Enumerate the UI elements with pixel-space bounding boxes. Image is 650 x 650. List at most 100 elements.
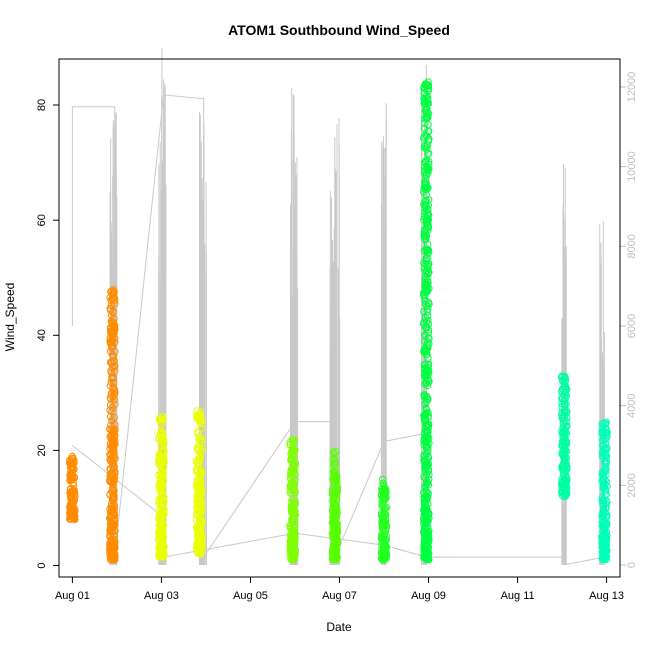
data-point: [420, 456, 428, 465]
data-point: [328, 518, 337, 527]
data-point: [106, 412, 115, 421]
data-point: [378, 534, 387, 543]
x-tick-label: Aug 13: [589, 590, 624, 602]
data-point: [379, 475, 387, 484]
data-point: [109, 307, 117, 315]
data-point: [108, 295, 116, 303]
data-point: [197, 486, 206, 494]
data-point: [106, 532, 114, 540]
data-point: [379, 511, 387, 519]
data-point: [160, 458, 168, 466]
data-point: [68, 475, 77, 483]
data-point: [333, 487, 341, 495]
data-point: [381, 525, 389, 534]
data-point: [421, 346, 429, 354]
data-point: [155, 457, 163, 465]
data-point: [424, 536, 433, 545]
data-point: [331, 489, 339, 498]
data-point: [329, 545, 337, 553]
y-right-tick-label: 4000: [626, 393, 638, 417]
data-point: [156, 414, 164, 423]
data-point: [196, 418, 204, 426]
x-tick-label: Aug 07: [322, 590, 357, 602]
data-point: [159, 440, 167, 448]
data-point: [198, 444, 206, 453]
data-point: [559, 412, 567, 421]
data-point: [425, 149, 433, 158]
data-point: [425, 420, 433, 429]
data-point: [110, 532, 119, 540]
data-point: [331, 500, 340, 509]
data-point: [160, 493, 168, 501]
data-point: [559, 465, 567, 473]
data-point: [422, 175, 430, 183]
data-point: [380, 540, 389, 548]
data-point: [108, 547, 116, 555]
data-point: [67, 470, 75, 479]
data-point: [424, 246, 432, 255]
data-point: [196, 456, 204, 465]
data-point: [108, 342, 117, 350]
data-point: [421, 511, 430, 519]
data-point: [329, 553, 337, 562]
data-point: [106, 401, 115, 409]
data-point: [291, 530, 299, 538]
data-point: [423, 409, 431, 418]
data-point: [157, 420, 165, 428]
data-point: [196, 512, 204, 521]
data-point: [288, 465, 296, 473]
data-point: [560, 414, 569, 422]
data-point: [602, 546, 611, 554]
data-point: [420, 84, 428, 92]
data-point: [423, 544, 432, 552]
data-point: [290, 555, 298, 564]
data-point: [603, 499, 611, 507]
data-point: [108, 318, 116, 327]
data-point: [422, 196, 430, 205]
y-tick-label: 80: [36, 99, 48, 111]
data-point: [598, 496, 607, 505]
data-point: [381, 494, 389, 502]
data-point: [598, 470, 606, 479]
data-point: [420, 506, 428, 514]
data-point: [67, 500, 75, 508]
data-point: [109, 289, 117, 297]
data-point: [106, 550, 114, 559]
data-point: [286, 531, 294, 539]
data-point: [420, 231, 428, 239]
data-point: [196, 499, 204, 507]
data-point: [195, 538, 203, 546]
data-point: [424, 320, 433, 328]
data-point: [332, 555, 341, 564]
data-point: [561, 454, 569, 462]
plot-area: Aug 01 Aug 03 Aug 05 Aug 07 Aug 09 Aug 11 Aug …: [36, 48, 638, 602]
data-point: [157, 552, 165, 560]
data-point: [558, 489, 567, 497]
data-point: [330, 502, 338, 510]
data-point: [600, 531, 608, 540]
data-point: [193, 468, 201, 476]
data-point: [422, 470, 431, 479]
data-point: [379, 552, 387, 560]
data-point: [423, 338, 432, 346]
data-point: [289, 518, 297, 526]
data-point: [423, 312, 432, 320]
data-point: [422, 350, 430, 359]
data-point: [424, 527, 432, 536]
data-point: [196, 479, 204, 487]
data-point: [421, 314, 430, 322]
data-point: [289, 521, 297, 529]
data-point: [291, 486, 299, 495]
data-point: [424, 316, 432, 324]
data-point: [562, 438, 570, 446]
data-point: [425, 268, 433, 276]
data-point: [422, 183, 430, 192]
data-point: [332, 486, 341, 494]
data-point: [111, 367, 119, 375]
data-point: [110, 428, 118, 436]
x-axis-label: Date: [326, 620, 352, 634]
data-point: [197, 424, 206, 433]
data-point: [70, 486, 78, 494]
